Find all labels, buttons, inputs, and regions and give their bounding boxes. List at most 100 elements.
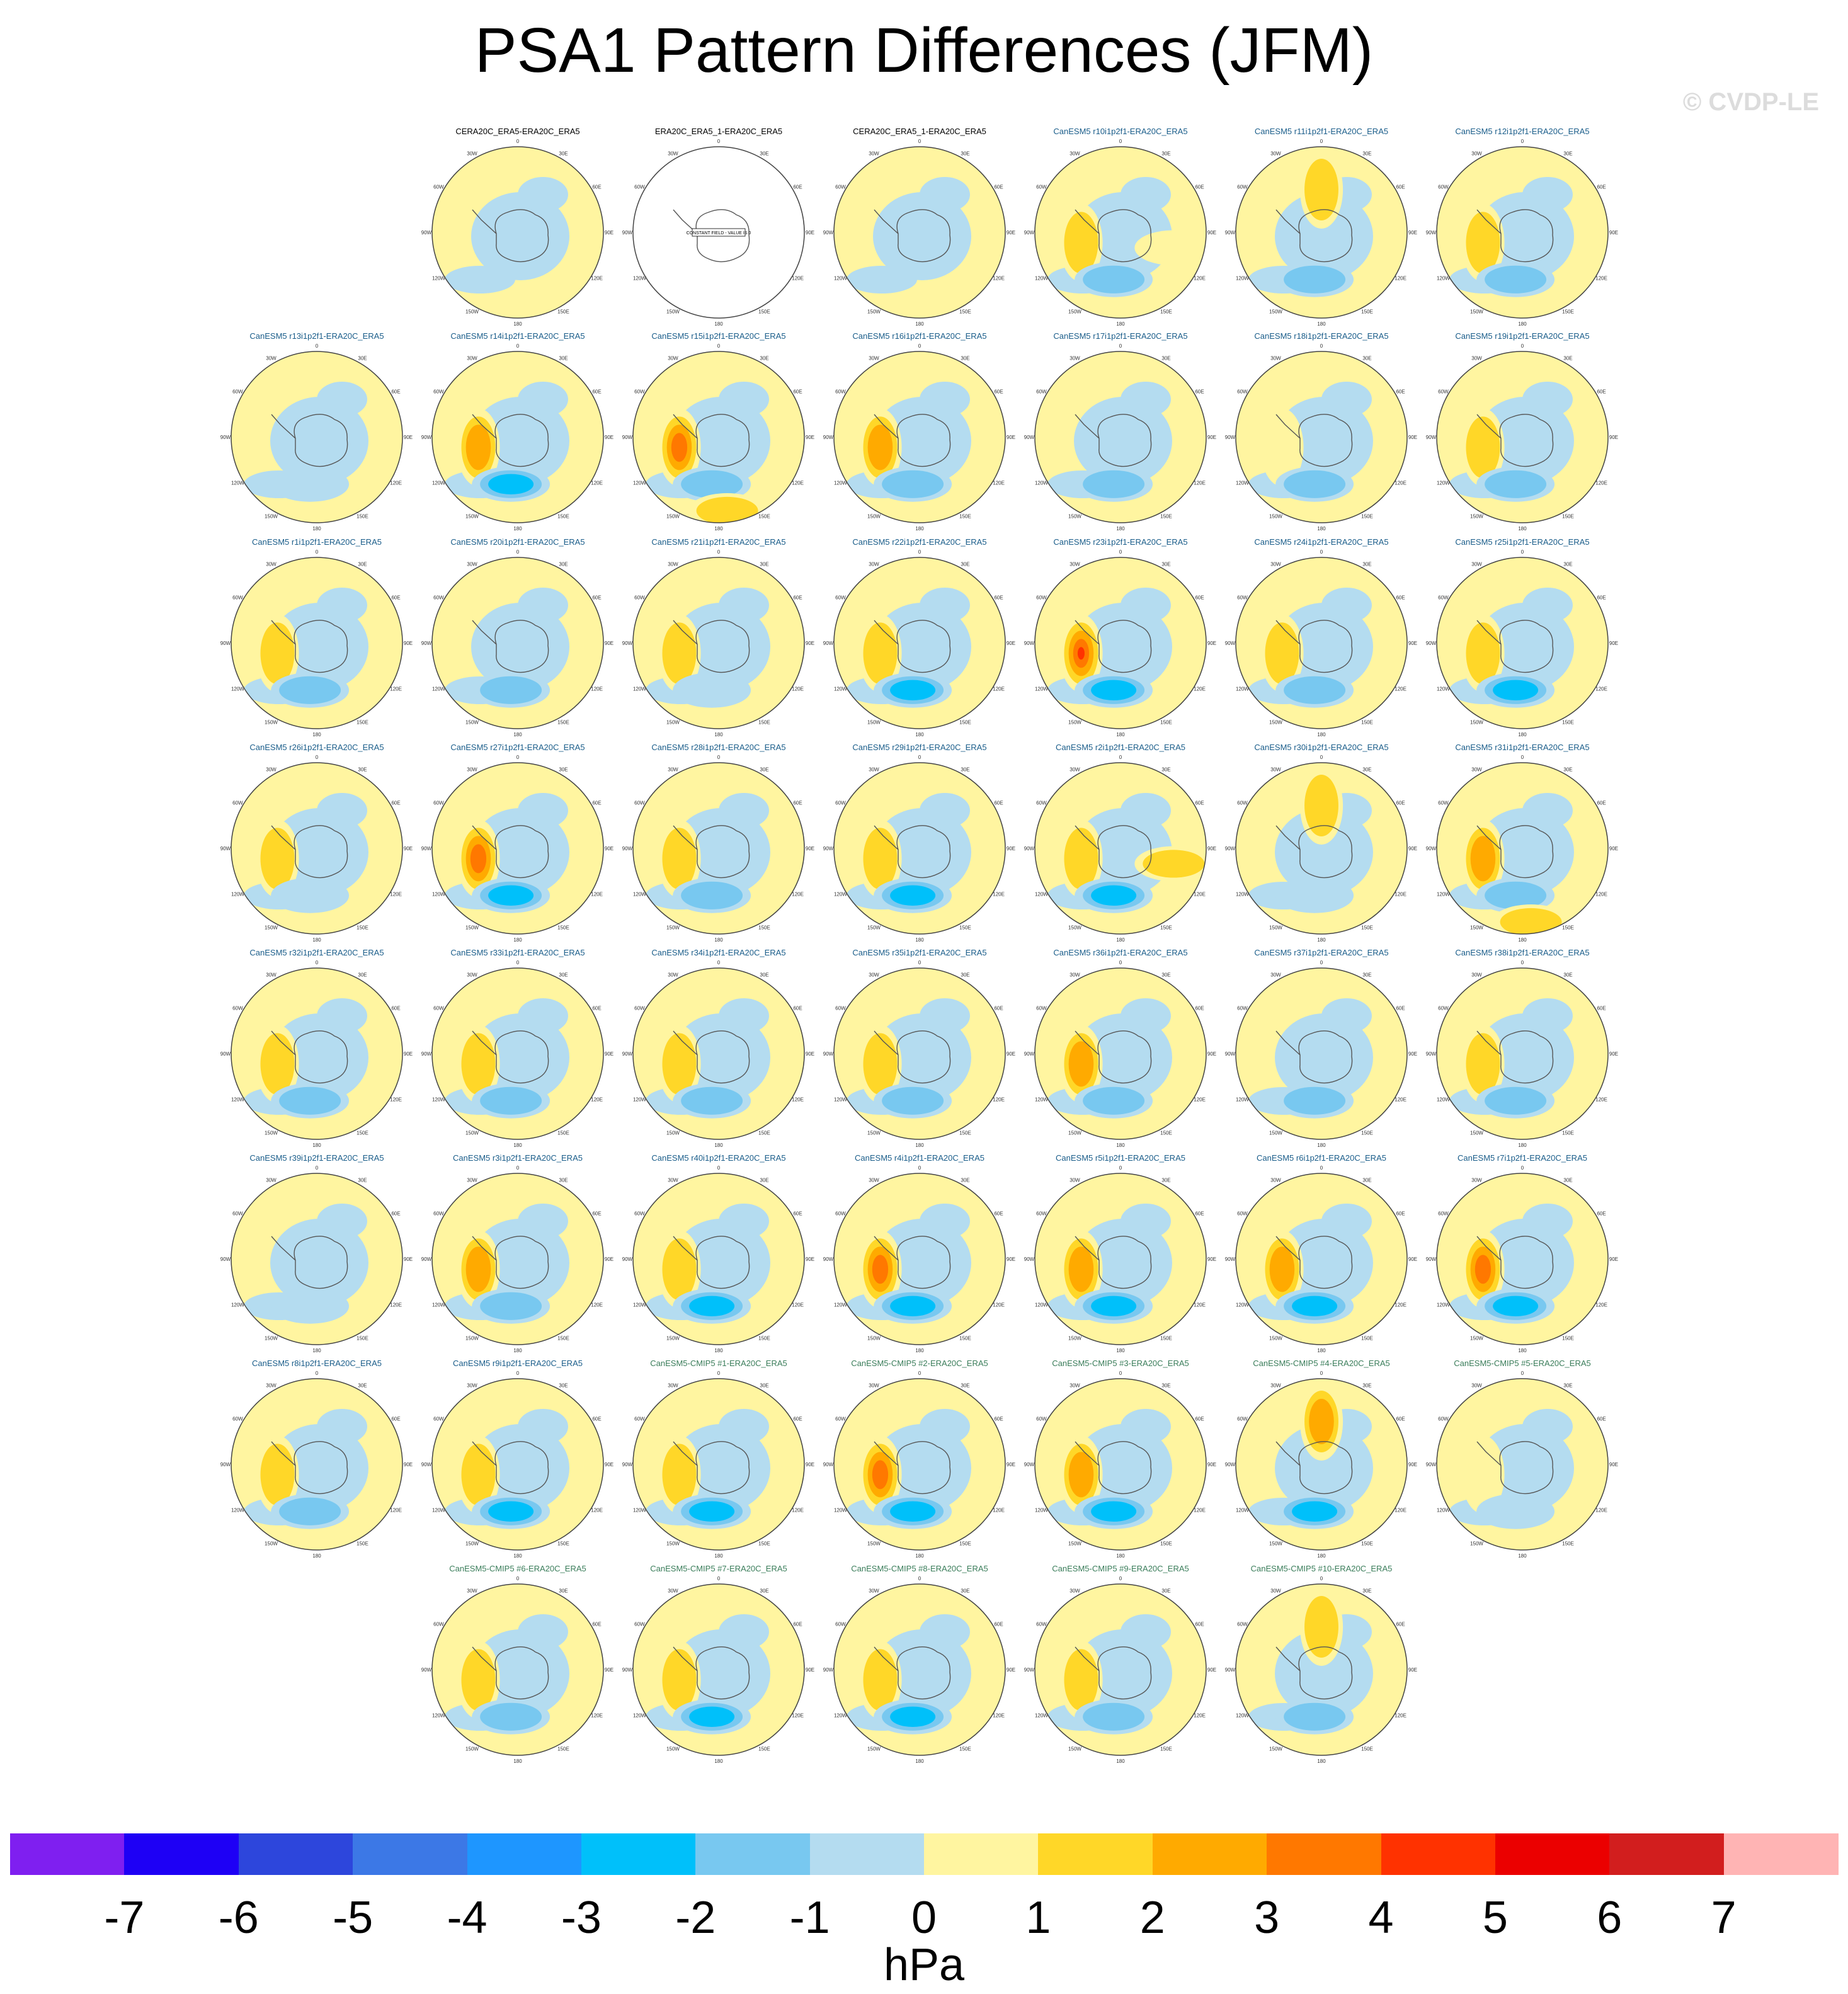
lon-label: 150W xyxy=(867,720,881,726)
lon-label: 120E xyxy=(1395,276,1406,282)
lon-label: 120W xyxy=(633,687,646,692)
lon-label: 30W xyxy=(467,355,477,361)
anomaly-field xyxy=(1522,177,1573,212)
map-panel: CanESM5 r23i1p2f1-ERA20C_ERA5 0 30E 60E 90E 1… xyxy=(1020,537,1221,741)
lon-label: 0 xyxy=(918,343,921,349)
lon-label: 60W xyxy=(1036,389,1047,395)
map-panel: CanESM5 r25i1p2f1-ERA20C_ERA5 0 30E 60E 90E 1… xyxy=(1422,537,1623,741)
lon-label: 120E xyxy=(993,1302,1005,1308)
coastline xyxy=(271,414,348,467)
anomaly-field xyxy=(1321,998,1372,1034)
map-panel: CanESM5 r10i1p2f1-ERA20C_ERA5 0 30E 60E 90E 1… xyxy=(1020,127,1221,331)
lon-label: 180 xyxy=(513,321,522,327)
lon-label: 150E xyxy=(1562,1541,1574,1547)
lon-label: 90W xyxy=(1225,641,1236,646)
lon-label: 30W xyxy=(1270,151,1281,156)
lon-label: 30W xyxy=(1270,972,1281,977)
lon-label: 60W xyxy=(232,595,243,601)
colorbar-swatch xyxy=(1495,1833,1610,1875)
lon-label: 150E xyxy=(758,1336,770,1342)
anomaly-contour xyxy=(271,877,350,913)
lon-label: 60E xyxy=(1195,185,1204,190)
lon-label: 30W xyxy=(467,766,477,772)
lon-label: 90W xyxy=(1426,1256,1437,1262)
anomaly-contour xyxy=(1284,1702,1346,1731)
lon-label: 180 xyxy=(714,1348,723,1353)
lon-label: 60W xyxy=(433,800,444,806)
lon-label: 120E xyxy=(591,1508,603,1513)
lon-label: 60W xyxy=(433,1622,444,1627)
anomaly-field xyxy=(471,603,569,691)
lon-label: 90W xyxy=(220,641,231,646)
polar-map: 0 30E 60E 90E 120E 150E 180 150W 120W 90W 60W 30W xyxy=(421,1165,613,1353)
anomaly-field xyxy=(518,1204,568,1239)
lon-label: 60W xyxy=(835,389,846,395)
anomaly-field xyxy=(518,1409,568,1444)
polar-map: 0 30E 60E 90E 120E 150E 180 150W 120W 90W 60W 30W xyxy=(421,1370,613,1559)
lon-label: 60E xyxy=(1195,1211,1204,1217)
lon-label: 30W xyxy=(1069,561,1080,567)
lon-label: 120W xyxy=(1236,687,1249,692)
anomaly-contour xyxy=(662,828,697,890)
lon-label: 90E xyxy=(1408,1462,1417,1467)
lon-label: 120W xyxy=(834,1713,847,1719)
anomaly-contour xyxy=(681,470,743,498)
coastline xyxy=(1075,825,1152,879)
map-panel: CanESM5 r39i1p2f1-ERA20C_ERA5 0 30E 60E 90E 1… xyxy=(216,1153,418,1357)
anomaly-field xyxy=(317,1204,367,1239)
lon-label: 150E xyxy=(356,514,368,520)
lon-label: 90E xyxy=(1609,1256,1618,1262)
lon-label: 150W xyxy=(265,1336,278,1342)
lon-label: 90W xyxy=(421,846,432,852)
lon-label: 0 xyxy=(1119,1165,1122,1171)
anomaly-contour xyxy=(1275,877,1354,913)
anomaly-contour xyxy=(689,1296,735,1316)
lon-label: 30E xyxy=(1362,1588,1371,1593)
lon-label: 30W xyxy=(266,766,277,772)
map-border xyxy=(431,146,604,319)
lon-label: 30W xyxy=(869,972,879,977)
panel-title: CanESM5-CMIP5 #5-ERA20C_ERA5 xyxy=(1454,1359,1591,1368)
anomaly-contour xyxy=(1466,622,1500,685)
lon-label: 30E xyxy=(358,561,367,567)
coastline xyxy=(472,1236,549,1289)
lon-label: 120W xyxy=(1437,1097,1450,1103)
lon-label: 30E xyxy=(961,355,969,361)
lon-label: 90W xyxy=(421,230,432,236)
anomaly-field xyxy=(719,1614,769,1649)
anomaly-contour xyxy=(1304,1596,1338,1658)
map-panel: CanESM5 r12i1p2f1-ERA20C_ERA5 0 30E 60E 90E 1… xyxy=(1422,127,1623,331)
lon-label: 120W xyxy=(1437,687,1450,692)
coastline xyxy=(1075,209,1152,263)
lon-label: 60W xyxy=(1036,800,1047,806)
lon-label: 60E xyxy=(592,185,601,190)
anomaly-contour xyxy=(1083,1086,1145,1115)
lon-label: 150E xyxy=(356,1131,368,1136)
lon-label: 60E xyxy=(1396,1006,1405,1011)
lon-label: 120E xyxy=(591,1302,603,1308)
map-panel: CanESM5 r11i1p2f1-ERA20C_ERA5 0 30E 60E 90E 1… xyxy=(1221,127,1422,331)
lon-label: 150W xyxy=(465,1746,479,1752)
anomaly-field xyxy=(1321,588,1372,623)
panel-title: CanESM5 r35i1p2f1-ERA20C_ERA5 xyxy=(852,948,987,957)
lon-label: 0 xyxy=(1521,1370,1524,1376)
map-panel: CERA20C_ERA5-ERA20C_ERA5 0 30E 60E 90E 120E 15… xyxy=(417,127,619,331)
colorbar-swatch xyxy=(124,1833,239,1875)
lon-label: 30W xyxy=(1270,1382,1281,1388)
coastline xyxy=(673,414,750,467)
coastline xyxy=(1075,1030,1152,1084)
anomaly-field xyxy=(719,1204,769,1239)
lon-label: 120E xyxy=(591,892,603,897)
lon-label: 30E xyxy=(559,766,568,772)
lon-label: 150W xyxy=(1470,514,1483,520)
panel-title: CanESM5 r34i1p2f1-ERA20C_ERA5 xyxy=(651,948,786,957)
anomaly-contour xyxy=(696,496,758,523)
lon-label: 0 xyxy=(316,1165,319,1171)
colorbar-tick-label: 0 xyxy=(911,1893,937,1943)
lon-label: 30E xyxy=(1161,151,1170,156)
lon-label: 150E xyxy=(959,720,971,726)
lon-label: 180 xyxy=(312,526,321,532)
map-border xyxy=(1235,762,1408,935)
colorbar-tick-label: -7 xyxy=(104,1893,145,1943)
lon-label: 30E xyxy=(1362,972,1371,977)
